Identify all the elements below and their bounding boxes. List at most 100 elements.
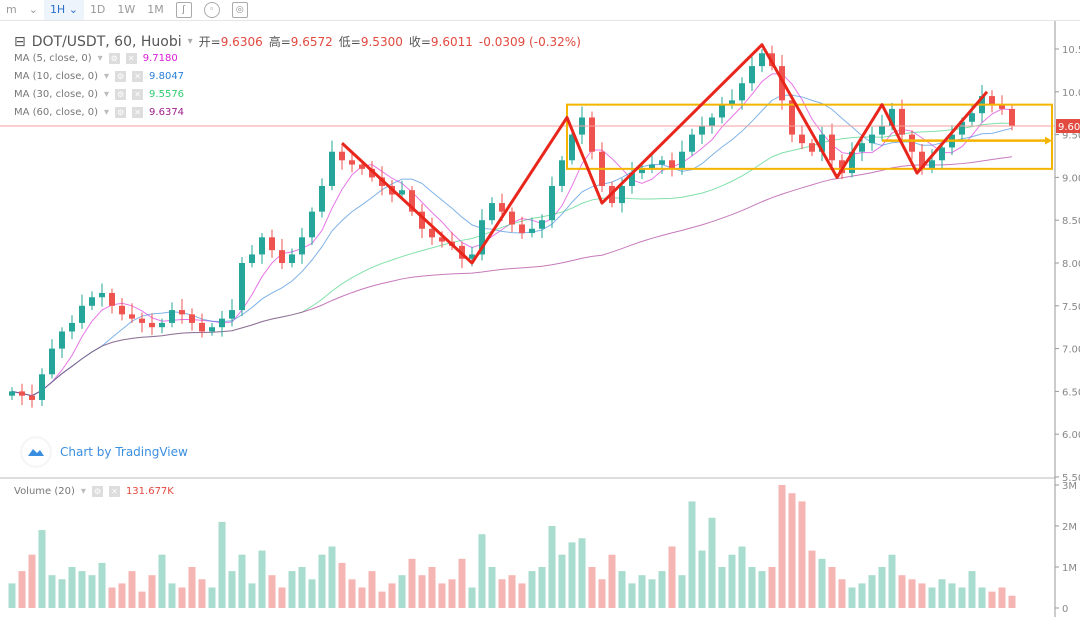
volume-bar bbox=[338, 562, 346, 608]
volume-bar bbox=[238, 554, 246, 608]
chevron-down-icon[interactable]: ▾ bbox=[104, 89, 110, 100]
volume-bar bbox=[358, 587, 366, 608]
candle-body bbox=[49, 348, 55, 375]
volume-bar bbox=[438, 583, 446, 608]
volume-bar bbox=[148, 575, 156, 608]
chevron-down-icon[interactable]: ⌄ bbox=[28, 3, 38, 16]
remove-icon[interactable]: ✕ bbox=[132, 107, 144, 118]
volume-bar bbox=[608, 554, 616, 608]
tradingview-branding[interactable]: Chart by TradingView bbox=[22, 438, 188, 466]
candle-body bbox=[589, 117, 595, 152]
candle-body bbox=[629, 173, 635, 186]
volume-bar bbox=[538, 567, 546, 608]
volume-bar bbox=[808, 550, 816, 608]
volume-bar bbox=[268, 575, 276, 608]
candle-body bbox=[749, 66, 755, 84]
candle-body bbox=[809, 143, 815, 152]
remove-icon[interactable]: ✕ bbox=[132, 89, 144, 100]
settings-icon[interactable]: ⚙ bbox=[91, 486, 103, 497]
interval-1d[interactable]: 1D bbox=[89, 3, 106, 16]
ma-legend-row: MA (5, close, 0) ▾ ⚙ ✕ 9.7180 bbox=[14, 53, 178, 64]
candle-body bbox=[939, 147, 945, 161]
candle-body bbox=[639, 168, 645, 174]
price-tick-label: 8.00 bbox=[1062, 259, 1080, 270]
price-tick-label: 6.00 bbox=[1062, 430, 1080, 441]
candle-body bbox=[899, 108, 905, 135]
candle-body bbox=[179, 310, 185, 315]
volume-bar bbox=[508, 575, 516, 608]
remove-icon[interactable]: ✕ bbox=[125, 53, 137, 64]
ma-label[interactable]: MA (10, close, 0) bbox=[14, 71, 99, 82]
settings-icon[interactable]: ⚙ bbox=[108, 53, 120, 64]
chevron-down-icon[interactable]: ▾ bbox=[104, 107, 110, 118]
ma-label[interactable]: MA (60, close, 0) bbox=[14, 107, 99, 118]
candle-body bbox=[129, 314, 135, 319]
candle-body bbox=[1009, 108, 1015, 127]
volume-bar bbox=[18, 571, 26, 608]
volume-bar bbox=[668, 546, 676, 608]
volume-bar bbox=[28, 554, 36, 608]
settings-icon[interactable]: ⚙ bbox=[115, 71, 127, 82]
candle-body bbox=[489, 203, 495, 221]
ma-label[interactable]: MA (5, close, 0) bbox=[14, 53, 92, 64]
volume-bar bbox=[228, 571, 236, 608]
price-axis: 10.50 10.00 9.50 9.00 8.50 8.00 7.50 7.00 6.50 6.… bbox=[1055, 45, 1080, 615]
volume-bar bbox=[198, 579, 206, 608]
candle-body bbox=[349, 160, 355, 165]
candle-body bbox=[59, 331, 65, 349]
candle-body bbox=[9, 391, 15, 396]
volume-bar bbox=[628, 583, 636, 608]
volume-bar bbox=[748, 567, 756, 608]
chevron-down-icon[interactable]: ▾ bbox=[97, 53, 103, 64]
chevron-down-icon[interactable]: ▾ bbox=[104, 71, 110, 82]
candle-body bbox=[919, 151, 925, 169]
symbol-name[interactable]: DOT/USDT, 60, Huobi bbox=[31, 33, 182, 50]
change-value: -0.0309 (-0.32%) bbox=[478, 34, 581, 49]
candle-body bbox=[689, 134, 695, 152]
volume-label[interactable]: Volume (20) bbox=[14, 486, 75, 497]
volume-bar bbox=[168, 583, 176, 608]
volume-bar bbox=[68, 567, 76, 608]
ma-label[interactable]: MA (30, close, 0) bbox=[14, 89, 99, 100]
candle-body bbox=[799, 134, 805, 144]
collapse-icon[interactable]: ⊟ bbox=[14, 33, 26, 50]
price-tick-label: 9.50 bbox=[1062, 131, 1080, 142]
interval-1w[interactable]: 1W bbox=[117, 3, 136, 16]
volume-bar bbox=[218, 521, 226, 608]
volume-bar bbox=[818, 558, 826, 608]
settings-icon[interactable]: ◦ bbox=[203, 2, 220, 18]
chevron-down-icon[interactable]: ▾ bbox=[80, 486, 86, 497]
ma-line-5 bbox=[11, 73, 1013, 397]
candle-body bbox=[569, 134, 575, 161]
close-label: 收= bbox=[408, 35, 431, 49]
volume-bar bbox=[128, 571, 136, 608]
remove-icon[interactable]: ✕ bbox=[108, 486, 120, 497]
interval-menu[interactable]: m bbox=[6, 3, 17, 16]
candle-body bbox=[549, 185, 555, 221]
chevron-down-icon[interactable]: ▾ bbox=[187, 36, 193, 47]
volume-bar bbox=[108, 587, 116, 608]
ma-value: 9.6374 bbox=[149, 107, 185, 118]
volume-bar bbox=[518, 583, 526, 608]
candle-body bbox=[529, 228, 535, 234]
candle-body bbox=[239, 263, 245, 311]
candle-body bbox=[709, 117, 715, 127]
interval-1m[interactable]: 1M bbox=[147, 3, 164, 16]
volume-bar bbox=[368, 571, 376, 608]
screenshot-icon[interactable]: ◎ bbox=[231, 2, 248, 18]
volume-bar bbox=[478, 534, 486, 608]
volume-bar bbox=[138, 591, 146, 608]
settings-icon[interactable]: ⚙ bbox=[115, 107, 127, 118]
settings-icon[interactable]: ⚙ bbox=[115, 89, 127, 100]
remove-icon[interactable]: ✕ bbox=[132, 71, 144, 82]
ma-legend-row: MA (60, close, 0) ▾ ⚙ ✕ 9.6374 bbox=[14, 107, 184, 118]
candle-body bbox=[929, 160, 935, 169]
indicators-icon[interactable]: ʃ bbox=[175, 2, 192, 18]
candle-body bbox=[779, 66, 785, 101]
candle-body bbox=[169, 310, 175, 323]
volume-bar bbox=[458, 558, 466, 608]
open-label: 开= bbox=[198, 35, 221, 49]
moving-averages bbox=[11, 73, 1013, 397]
interval-1h[interactable]: 1H ⌄ bbox=[43, 0, 84, 20]
